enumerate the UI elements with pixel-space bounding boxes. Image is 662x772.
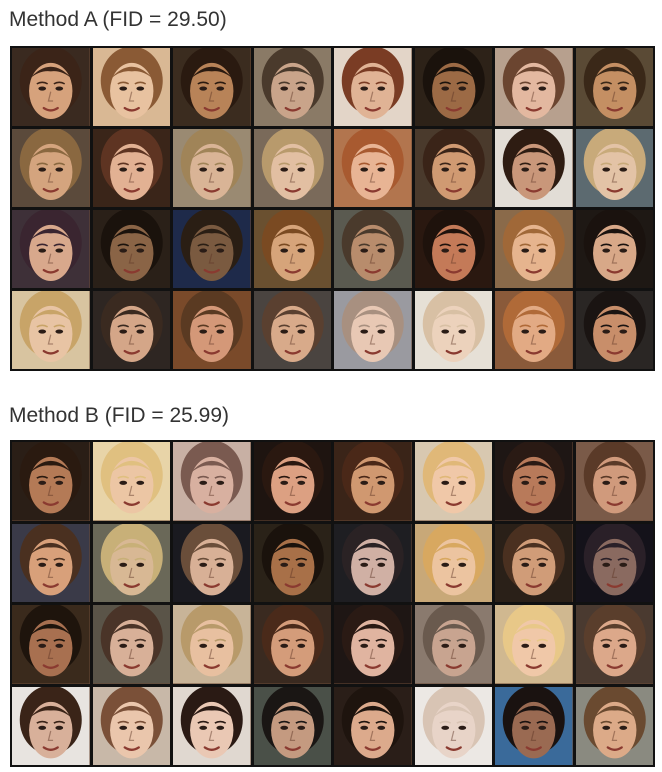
face-sample — [173, 291, 251, 369]
face-sample — [575, 523, 653, 602]
face-sample — [414, 523, 492, 602]
face-sample — [414, 291, 492, 369]
face-sample — [495, 129, 573, 207]
face-sample — [253, 291, 331, 369]
face-sample — [92, 48, 170, 126]
face-sample — [12, 605, 90, 684]
face-sample — [12, 442, 90, 521]
face-sample — [495, 291, 573, 369]
face-sample — [334, 291, 412, 369]
face-sample — [495, 210, 573, 288]
face-sample — [12, 48, 90, 126]
face-sample — [334, 442, 412, 521]
face-sample — [495, 442, 573, 521]
face-sample — [173, 523, 251, 602]
face-sample — [414, 129, 492, 207]
face-sample — [575, 129, 653, 207]
method-b-face-grid — [10, 440, 655, 767]
face-sample — [334, 523, 412, 602]
face-sample — [173, 605, 251, 684]
face-sample — [253, 605, 331, 684]
face-sample — [92, 442, 170, 521]
face-sample — [92, 523, 170, 602]
face-sample — [414, 210, 492, 288]
face-sample — [414, 605, 492, 684]
face-sample — [12, 129, 90, 207]
face-sample — [414, 442, 492, 521]
face-sample — [414, 48, 492, 126]
face-sample — [253, 686, 331, 765]
face-sample — [12, 686, 90, 765]
face-sample — [92, 291, 170, 369]
face-sample — [253, 210, 331, 288]
method-a-face-grid — [10, 46, 655, 371]
face-sample — [495, 48, 573, 126]
face-sample — [575, 605, 653, 684]
face-sample — [92, 686, 170, 765]
face-sample — [334, 605, 412, 684]
face-sample — [173, 210, 251, 288]
face-sample — [253, 48, 331, 126]
face-sample — [334, 686, 412, 765]
face-sample — [253, 129, 331, 207]
face-sample — [92, 129, 170, 207]
face-sample — [414, 686, 492, 765]
face-sample — [575, 686, 653, 765]
face-sample — [92, 210, 170, 288]
face-sample — [495, 605, 573, 684]
method-a-title: Method A (FID = 29.50) — [9, 8, 227, 31]
face-sample — [173, 48, 251, 126]
face-sample — [495, 523, 573, 602]
face-sample — [92, 605, 170, 684]
face-sample — [575, 291, 653, 369]
face-sample — [575, 210, 653, 288]
face-sample — [173, 686, 251, 765]
method-b-title: Method B (FID = 25.99) — [9, 404, 230, 427]
face-sample — [575, 48, 653, 126]
face-sample — [12, 210, 90, 288]
face-sample — [495, 686, 573, 765]
face-sample — [334, 210, 412, 288]
face-sample — [12, 523, 90, 602]
face-sample — [253, 442, 331, 521]
face-sample — [334, 48, 412, 126]
face-sample — [334, 129, 412, 207]
face-sample — [12, 291, 90, 369]
face-sample — [575, 442, 653, 521]
face-sample — [173, 442, 251, 521]
face-sample — [173, 129, 251, 207]
face-sample — [253, 523, 331, 602]
